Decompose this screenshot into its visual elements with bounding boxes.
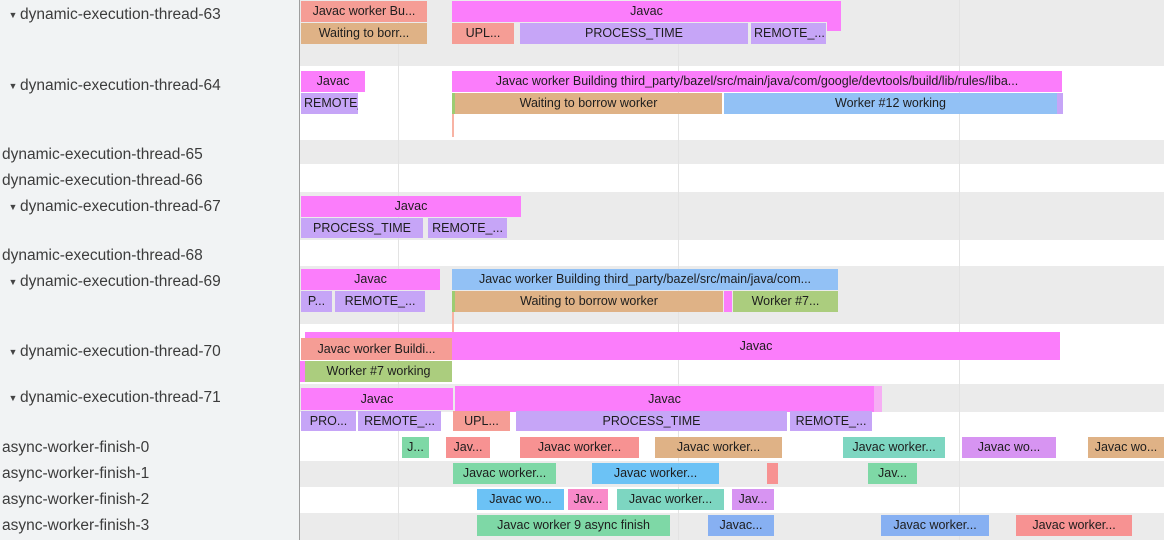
- trace-slice[interactable]: Javac: [452, 332, 1060, 360]
- trace-slice[interactable]: Waiting to borrow worker: [455, 93, 722, 114]
- trace-slice[interactable]: Jav...: [732, 489, 774, 510]
- thread-name-label: dynamic-execution-thread-68: [2, 247, 203, 264]
- thread-name-label: async-worker-finish-1: [2, 465, 150, 482]
- trace-slice[interactable]: REMOTE_...: [301, 93, 358, 114]
- trace-slice[interactable]: REMOTE_...: [751, 23, 826, 44]
- trace-slice[interactable]: Javac worker...: [617, 489, 724, 510]
- thread-row-async-worker-finish-1[interactable]: ▼async-worker-finish-1: [0, 462, 299, 486]
- trace-slice[interactable]: Javac wo...: [477, 489, 564, 510]
- trace-slice[interactable]: REMOTE_...: [428, 218, 507, 238]
- expand-arrow-icon: ▼: [8, 202, 18, 212]
- trace-slice[interactable]: Javac: [452, 1, 841, 22]
- trace-slice[interactable]: Worker #12 working: [724, 93, 1057, 114]
- trace-slice[interactable]: Javac: [455, 386, 874, 412]
- trace-slice[interactable]: Javac wo...: [1088, 437, 1164, 458]
- trace-slice[interactable]: Javac: [301, 388, 453, 410]
- trace-slice[interactable]: Javac worker...: [843, 437, 945, 458]
- trace-slice[interactable]: REMOTE_...: [358, 411, 441, 431]
- trace-slice[interactable]: REMOTE_...: [335, 291, 425, 312]
- trace-slice[interactable]: PRO...: [301, 411, 356, 431]
- thread-row-dynamic-execution-thread-64[interactable]: ▼ dynamic-execution-thread-64: [0, 74, 299, 98]
- thread-row-dynamic-execution-thread-66[interactable]: ▼dynamic-execution-thread-66: [0, 169, 299, 193]
- expand-arrow-icon: ▼: [8, 393, 18, 403]
- trace-slice[interactable]: Javac worker...: [520, 437, 639, 458]
- thread-row-dynamic-execution-thread-65[interactable]: ▼dynamic-execution-thread-65: [0, 143, 299, 167]
- trace-slice[interactable]: Javac worker...: [1016, 515, 1132, 536]
- thread-name-label: async-worker-finish-2: [2, 491, 150, 508]
- thread-name-label: dynamic-execution-thread-63: [20, 6, 221, 23]
- trace-slice[interactable]: Javac worker...: [655, 437, 782, 458]
- trace-slice[interactable]: Javac worker...: [592, 463, 719, 484]
- trace-slice[interactable]: PROCESS_TIME: [516, 411, 787, 431]
- trace-slice[interactable]: Javac worker Building third_party/bazel/…: [452, 269, 838, 290]
- thread-row-dynamic-execution-thread-71[interactable]: ▼ dynamic-execution-thread-71: [0, 386, 299, 410]
- trace-slice[interactable]: Javac wo...: [962, 437, 1056, 458]
- thread-name-label: dynamic-execution-thread-70: [20, 343, 221, 360]
- trace-slice[interactable]: UPL...: [452, 23, 514, 44]
- thread-row-dynamic-execution-thread-68[interactable]: ▼dynamic-execution-thread-68: [0, 244, 299, 268]
- thread-row-async-worker-finish-3[interactable]: ▼async-worker-finish-3: [0, 514, 299, 538]
- time-gridline: [959, 0, 960, 540]
- thread-row-async-worker-finish-2[interactable]: ▼async-worker-finish-2: [0, 488, 299, 512]
- thread-name-label: dynamic-execution-thread-67: [20, 198, 221, 215]
- event-tick[interactable]: [452, 114, 454, 137]
- thread-row-dynamic-execution-thread-67[interactable]: ▼ dynamic-execution-thread-67: [0, 195, 299, 219]
- trace-slice[interactable]: Jav...: [568, 489, 608, 510]
- trace-slice[interactable]: PROCESS_TIME: [301, 218, 423, 238]
- thread-name-label: dynamic-execution-thread-65: [2, 146, 203, 163]
- track-stripe: [300, 140, 1164, 164]
- event-tick[interactable]: [452, 312, 454, 332]
- trace-slice[interactable]: REMOTE_...: [790, 411, 872, 431]
- trace-slice[interactable]: Javac: [301, 269, 440, 290]
- trace-slice[interactable]: Javac worker 9 async finish: [477, 515, 670, 536]
- thread-name-label: async-worker-finish-3: [2, 517, 150, 534]
- thread-name-panel: ▼ dynamic-execution-thread-63 ▼ dynamic-exe…: [0, 0, 300, 540]
- thread-row-dynamic-execution-thread-63[interactable]: ▼ dynamic-execution-thread-63: [0, 3, 299, 27]
- trace-slice[interactable]: Javac worker Buildi...: [301, 338, 452, 360]
- trace-slice-sliver[interactable]: [305, 332, 452, 339]
- thread-name-label: dynamic-execution-thread-69: [20, 273, 221, 290]
- trace-slice[interactable]: Javac worker Building third_party/bazel/…: [452, 71, 1062, 92]
- trace-slice[interactable]: Javac...: [708, 515, 774, 536]
- track-stripe: [300, 461, 1164, 487]
- trace-slice[interactable]: Javac: [301, 196, 521, 217]
- expand-arrow-icon: ▼: [8, 81, 18, 91]
- expand-arrow-icon: ▼: [8, 277, 18, 287]
- thread-row-async-worker-finish-0[interactable]: ▼async-worker-finish-0: [0, 436, 299, 460]
- trace-slice[interactable]: Jav...: [868, 463, 917, 484]
- trace-slice[interactable]: Javac worker...: [453, 463, 556, 484]
- trace-slice[interactable]: Javac: [301, 71, 365, 92]
- expand-arrow-icon: ▼: [8, 347, 18, 357]
- trace-slice[interactable]: P...: [301, 291, 332, 312]
- thread-row-dynamic-execution-thread-69[interactable]: ▼ dynamic-execution-thread-69: [0, 270, 299, 294]
- trace-slice[interactable]: Javac worker...: [881, 515, 989, 536]
- trace-slice[interactable]: Waiting to borrow worker: [455, 291, 723, 312]
- timeline: Javac worker Bu... Javac Waiting to borr..…: [300, 0, 1164, 540]
- trace-slice-sliver[interactable]: [874, 386, 882, 412]
- trace-slice-sliver[interactable]: [300, 361, 306, 382]
- thread-name-label: dynamic-execution-thread-71: [20, 389, 221, 406]
- trace-slice[interactable]: PROCESS_TIME: [520, 23, 748, 44]
- trace-slice[interactable]: Worker #7 working: [305, 361, 452, 382]
- trace-slice[interactable]: Worker #7...: [733, 291, 838, 312]
- trace-slice[interactable]: UPL...: [453, 411, 510, 431]
- thread-name-label: async-worker-finish-0: [2, 439, 150, 456]
- trace-slice[interactable]: Waiting to borr...: [301, 23, 427, 44]
- trace-slice-sliver[interactable]: [1057, 93, 1063, 114]
- thread-name-label: dynamic-execution-thread-66: [2, 172, 203, 189]
- trace-slice[interactable]: Javac worker Bu...: [301, 1, 427, 22]
- trace-slice-sliver[interactable]: [724, 291, 732, 312]
- thread-name-label: dynamic-execution-thread-64: [20, 77, 221, 94]
- trace-slice-sliver[interactable]: [827, 22, 841, 31]
- trace-slice-sliver[interactable]: [767, 463, 778, 484]
- thread-row-dynamic-execution-thread-70[interactable]: ▼ dynamic-execution-thread-70: [0, 340, 299, 364]
- expand-arrow-icon: ▼: [8, 10, 18, 20]
- trace-slice[interactable]: Jav...: [446, 437, 490, 458]
- trace-slice[interactable]: J...: [402, 437, 429, 458]
